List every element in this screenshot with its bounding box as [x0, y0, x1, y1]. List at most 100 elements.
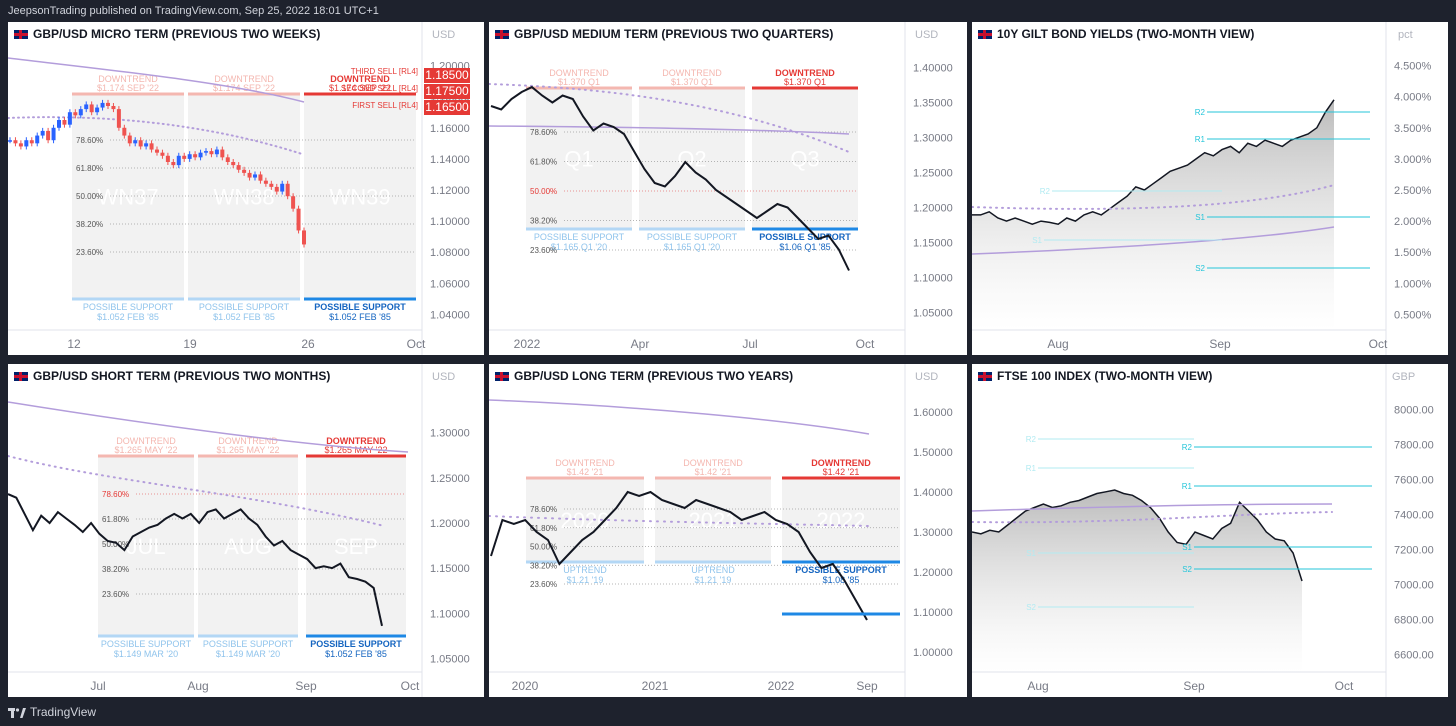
axis-unit: GBP [1392, 371, 1416, 383]
price-line [8, 493, 383, 627]
uk-flag-icon [495, 372, 509, 381]
fib-level-label: 38.20% [76, 220, 103, 229]
candle-body [73, 112, 78, 116]
support-label: POSSIBLE SUPPORT [101, 639, 192, 649]
faint-pivot-label: R2 [1040, 187, 1051, 196]
fib-level-label: 61.80% [530, 158, 557, 167]
candle-body [269, 183, 274, 187]
fib-level-label: 50.00% [76, 192, 103, 201]
fib-level-label: 23.60% [530, 580, 557, 589]
fib-level-label: 78.60% [530, 128, 557, 137]
support-value: $1.08 '85 [823, 575, 860, 585]
price-axis-bg [422, 364, 484, 697]
candle-body [13, 140, 18, 144]
time-zone-box [198, 456, 298, 636]
support-value: $1.21 '19 [567, 575, 604, 585]
support-value: $1.052 FEB '85 [97, 312, 159, 322]
chart-panel-ftse-100[interactable]: R2 R1 S1 S2 R2 R1 S1 S2 8000.00 7800.00 7600.00 740… [972, 364, 1448, 697]
x-tick-label: Jul [90, 679, 105, 693]
fib-level-label: 38.20% [102, 565, 129, 574]
x-tick-label: Sep [1209, 337, 1231, 351]
y-tick-label: 1.20000 [913, 567, 953, 579]
chart-panel-medium-term[interactable]: DOWNTREND $1.370 Q1 POSSIBLE SUPPORT $1.165… [489, 22, 967, 355]
candle-body [220, 149, 225, 158]
candle-body [225, 157, 230, 162]
price-line [490, 490, 868, 621]
chart-panel-micro-term[interactable]: DOWNTREND $1.174 SEP '22 POSSIBLE SUPPORT $… [8, 22, 484, 355]
candle-body [242, 169, 247, 173]
time-zone-box [304, 94, 416, 299]
candle-body [187, 154, 192, 159]
candle-body [149, 143, 154, 150]
tradingview-logo-icon [8, 707, 26, 718]
fib-level-label: 38.20% [530, 561, 557, 570]
candle-body [214, 149, 219, 155]
candle-body [138, 140, 143, 147]
chart-panel-short-term[interactable]: DOWNTREND $1.265 MAY '22 POSSIBLE SUPPORT $… [8, 364, 484, 697]
candle-body [106, 102, 110, 106]
zone-watermark: WN38 [213, 185, 274, 210]
candle-body [285, 183, 290, 197]
fib-level-label: 78.60% [530, 505, 557, 514]
candle-body [133, 140, 138, 144]
moving-average-line [489, 125, 850, 135]
x-tick-label: Sep [1183, 679, 1205, 693]
pivot-level-label: S2 [1195, 264, 1205, 273]
chart-title: FTSE 100 INDEX (TWO-MONTH VIEW) [978, 369, 1212, 383]
y-tick-label: 1.14000 [430, 154, 470, 166]
chart-svg[interactable]: R2 R1 S1 S2 R2 R1 S1 S2 8000.00 7800.00 7600.00 740… [972, 364, 1448, 697]
candle-body [296, 208, 301, 231]
y-tick-label: 1.35000 [913, 98, 953, 110]
downtrend-label: DOWNTREND [775, 68, 835, 78]
support-value: $1.052 FEB '85 [325, 649, 387, 659]
downtrend-label: DOWNTREND [330, 74, 390, 84]
y-tick-label: 1.000% [1394, 278, 1432, 290]
y-tick-label: 7800.00 [1394, 440, 1434, 452]
x-tick-label: 2021 [642, 679, 669, 693]
candle-body [84, 104, 89, 110]
moving-average-line [972, 226, 1335, 255]
candle-body [204, 151, 208, 153]
y-tick-label: 1.00000 [913, 647, 953, 659]
y-tick-label: 1.04000 [430, 309, 470, 321]
sell-level-label: THIRD SELL [RL4] [351, 67, 418, 76]
support-value: $1.21 '19 [695, 575, 732, 585]
y-tick-label: 8000.00 [1394, 405, 1434, 417]
candle-body [35, 135, 40, 144]
chart-title: 10Y GILT BOND YIELDS (TWO-MONTH VIEW) [978, 27, 1254, 41]
downtrend-value: $1.370 Q1 [558, 77, 600, 87]
candle-body [231, 162, 236, 166]
candle-body [280, 183, 285, 192]
y-tick-label: 1.08000 [430, 247, 470, 259]
area-fill [972, 99, 1334, 330]
price-axis-bg [1386, 22, 1448, 355]
chart-panel-gilt-yields[interactable]: R2 R1 S1 S2 R2 S1 4.500% 4.000% 3.500% 3.000% 2.50… [972, 22, 1448, 355]
fib-level-label: 23.60% [76, 248, 103, 257]
y-tick-label: 1.40000 [913, 487, 953, 499]
price-tag-third-sell: 1.18500 [424, 68, 470, 83]
price-axis-bg [905, 22, 967, 355]
y-tick-label: 1.30000 [913, 527, 953, 539]
x-tick-label: 2022 [514, 337, 541, 351]
price-tag-second-sell: 1.17500 [424, 84, 470, 99]
y-tick-label: 1.06000 [430, 278, 470, 290]
y-tick-label: 1.15000 [913, 238, 953, 250]
y-tick-label: 4.000% [1394, 92, 1432, 104]
y-tick-label: 4.500% [1394, 61, 1432, 73]
chart-panel-long-term[interactable]: DOWNTREND $1.42 '21 UPTREND $1.21 '19 2020 DO… [489, 364, 967, 697]
candle-body [176, 155, 181, 166]
downtrend-value: $1.174 SEP '22 [97, 83, 159, 93]
candle-body [274, 186, 279, 192]
chart-svg[interactable]: R2 R1 S1 S2 R2 S1 4.500% 4.000% 3.500% 3.000% 2.50… [972, 22, 1448, 355]
downtrend-value: $1.174 SEP '22 [213, 83, 275, 93]
y-tick-label: 1.20000 [430, 518, 470, 530]
time-zone-box [639, 88, 745, 229]
chart-title: GBP/USD SHORT TERM (PREVIOUS TWO MONTHS) [14, 369, 330, 383]
support-value: $1.149 MAR '20 [216, 649, 280, 659]
faint-pivot-label: S1 [1032, 236, 1042, 245]
price-axis-bg [905, 364, 967, 697]
